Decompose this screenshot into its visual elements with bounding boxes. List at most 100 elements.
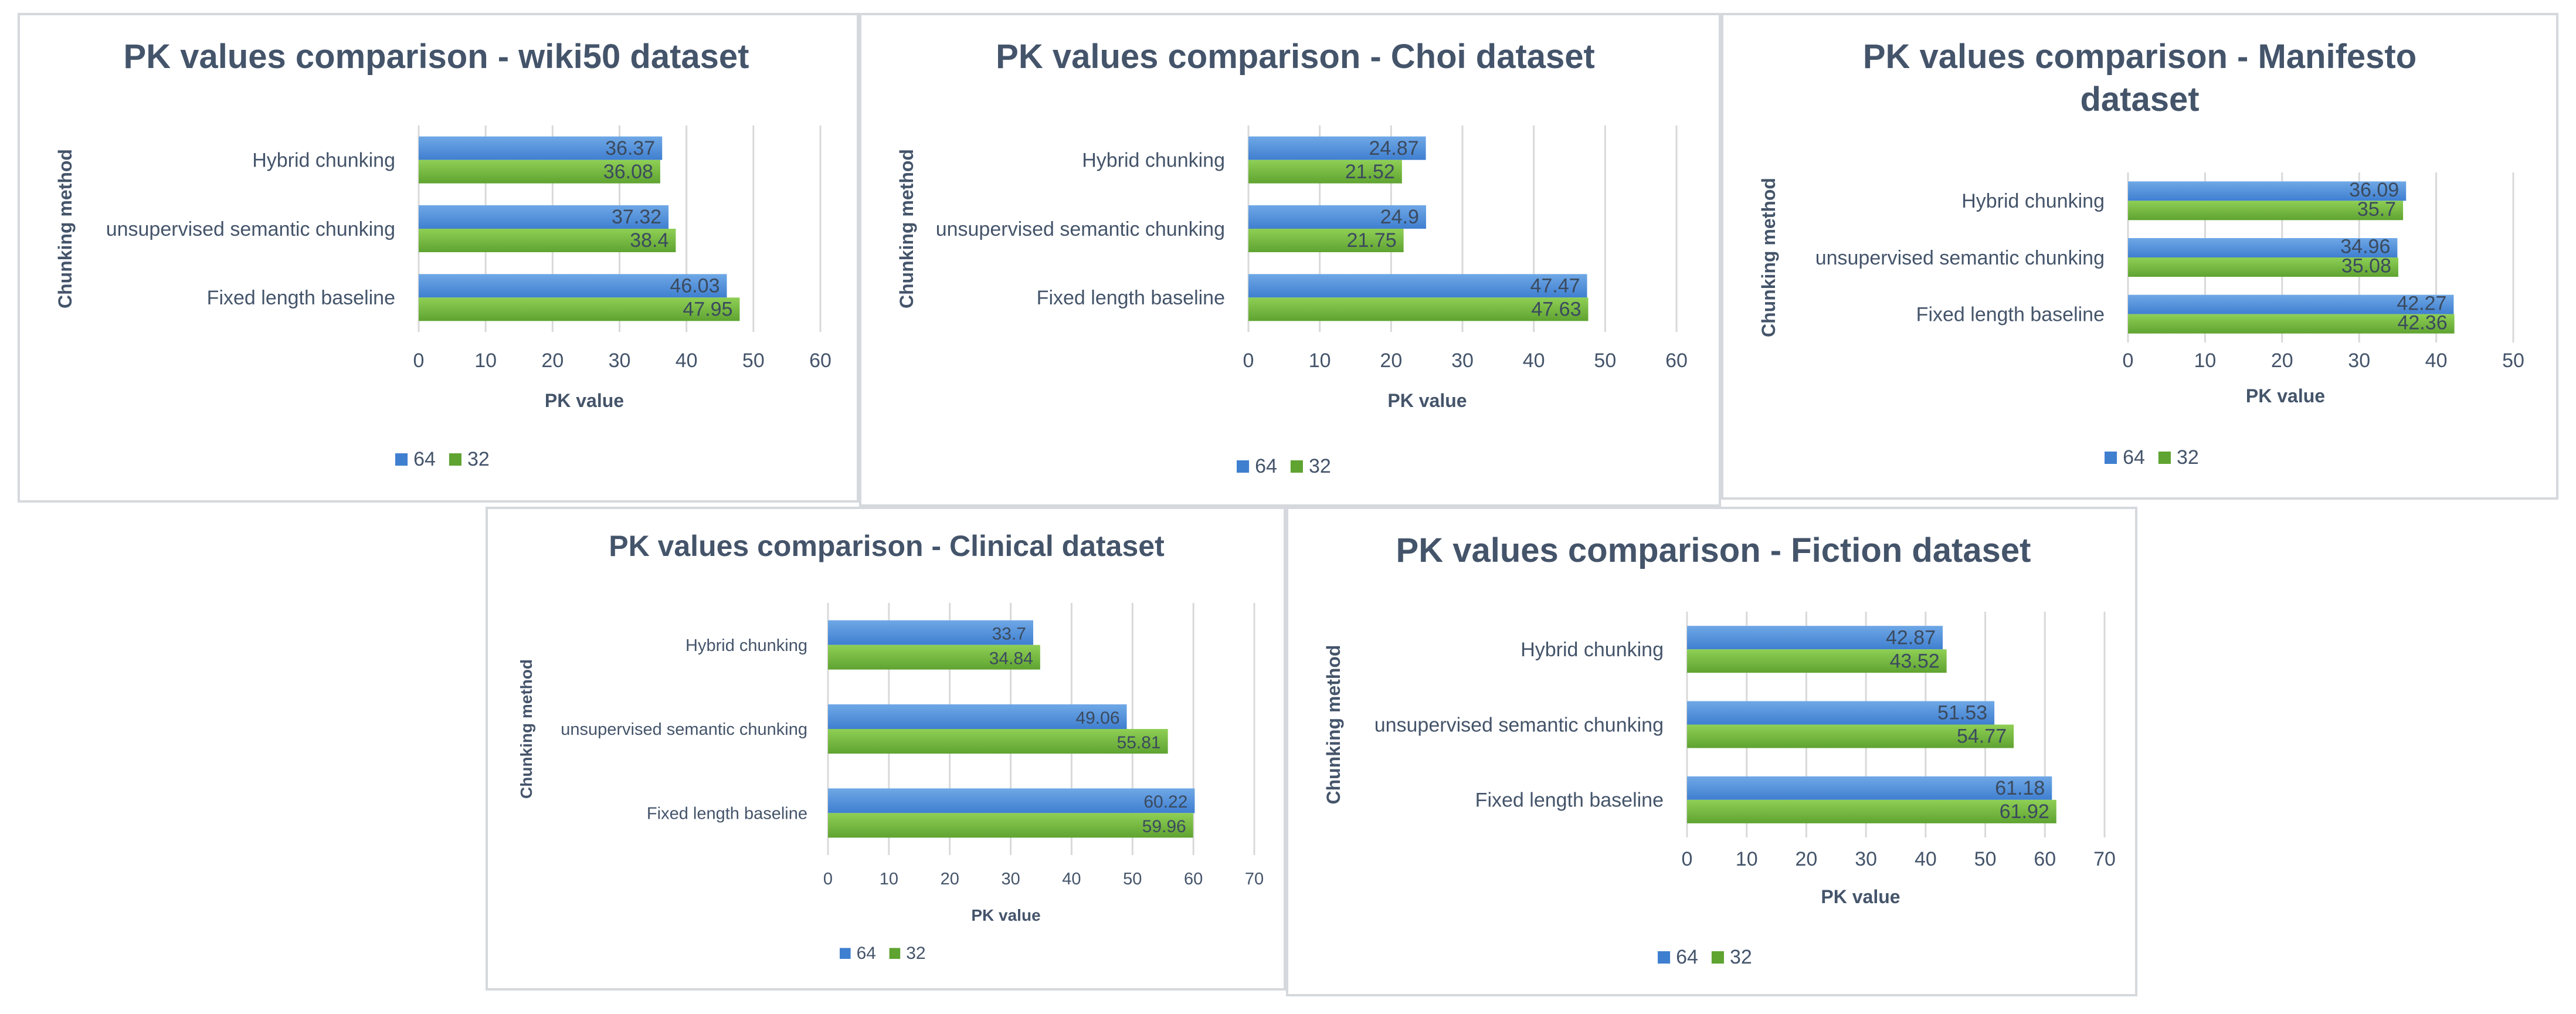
x-tick-label: 10 [2194,350,2216,372]
category-label: Fixed length baseline [1037,287,1225,309]
legend-label: 64 [413,448,436,470]
legend-label: 64 [857,944,876,963]
bar-series-32 [1687,724,2014,748]
bar-series-32 [2128,257,2398,277]
bar-series-32 [828,729,1168,754]
x-tick-label: 30 [2348,350,2370,372]
bar-series-32 [828,813,1193,838]
y-axis-title: Chunking method [1758,178,1779,337]
bar-series-64 [419,136,663,160]
bar-series-64 [828,620,1033,645]
data-label: 36.37 [605,137,655,160]
x-tick-label: 10 [880,870,898,888]
data-label: 35.7 [2357,198,2396,221]
chart-svg-choi: PK values comparison - Choi dataset 0 10 20… [896,38,1688,477]
x-tick-label: 30 [1855,848,1877,870]
x-axis-title: PK value [971,906,1040,924]
data-label: 55.81 [1117,733,1161,752]
x-tick-label: 10 [1309,350,1331,372]
x-tick-label: 40 [676,350,698,372]
y-axis-title: Chunking method [896,149,917,308]
bar-series-32 [2128,314,2455,334]
bar-series-64 [2128,181,2407,201]
x-tick-label: 20 [941,870,959,888]
bar-series-64 [1687,776,2052,800]
category-label: unsupervised semantic chunking [936,218,1225,240]
category-label: Hybrid chunking [685,636,807,655]
category-label: unsupervised semantic chunking [106,218,395,240]
x-tick-label: 0 [1682,848,1693,870]
bar-series-32 [419,160,660,184]
data-label: 33.7 [992,624,1026,643]
chart-title: PK values comparison - Choi dataset [996,38,1595,76]
bar-series-64 [1248,205,1426,229]
chart-title: dataset [2080,80,2199,118]
legend-label: 64 [1255,455,1277,477]
data-label: 47.95 [683,299,732,321]
data-label: 21.52 [1345,161,1395,183]
data-label: 51.53 [1937,702,1987,724]
bar-series-64 [419,274,727,298]
data-label: 38.4 [630,229,668,252]
x-tick-label: 0 [1243,350,1254,372]
x-axis-title: PK value [2246,385,2325,406]
legend-label: 32 [906,944,925,963]
bar-series-32 [419,229,676,252]
x-tick-label: 50 [2502,350,2524,372]
category-label: Fixed length baseline [1475,789,1664,812]
x-tick-label: 0 [2123,350,2134,372]
category-label: unsupervised semantic chunking [1374,714,1664,736]
data-label: 54.77 [1957,725,2007,748]
category-label: Fixed length baseline [207,287,395,309]
x-tick-label: 60 [809,350,831,372]
bar-series-32 [1248,160,1402,184]
bar-series-32 [828,645,1040,670]
chart-svg-manifesto: PK values comparison - Manifesto dataset 0… [1758,38,2524,469]
bar-series-32 [1687,799,2056,823]
legend-label: 32 [1730,946,1752,968]
data-label: 24.9 [1380,206,1419,228]
legend-label: 64 [1676,946,1698,968]
bar-series-64 [2128,294,2454,314]
x-tick-label: 70 [1245,870,1264,888]
x-tick-label: 70 [2093,848,2116,870]
category-label: Hybrid chunking [1961,190,2105,212]
data-label: 42.87 [1886,626,1936,649]
legend-swatch-64 [395,453,408,466]
x-tick-label: 40 [1915,848,1937,870]
x-tick-label: 0 [823,870,833,888]
data-label: 60.22 [1143,792,1187,812]
legend-swatch-32 [889,948,901,959]
legend-swatch-32 [1290,460,1303,473]
data-label: 21.75 [1347,229,1397,252]
bar-series-64 [1687,626,1943,650]
bar-series-32 [1248,229,1404,252]
x-axis-title: PK value [545,390,624,411]
bar-series-32 [2128,201,2404,221]
legend-swatch-64 [1237,460,1250,473]
data-label: 47.47 [1530,275,1580,297]
chart-panel-clinical: PK values comparison - Clinical dataset 0… [486,507,1286,991]
chart-panel-fiction: PK values comparison - Fiction dataset 0 1… [1286,507,2137,996]
legend-label: 32 [2177,446,2199,469]
x-tick-label: 40 [1523,350,1545,372]
data-label: 43.52 [1890,650,1940,672]
category-label: Fixed length baseline [647,804,807,823]
bar-series-32 [1687,649,1947,673]
y-axis-title: Chunking method [517,659,535,799]
data-label: 37.32 [612,206,661,228]
data-label: 47.63 [1531,299,1581,321]
chart-panel-choi: PK values comparison - Choi dataset 0 10 20… [859,13,1721,507]
legend-swatch-64 [840,948,851,959]
x-tick-label: 30 [1451,350,1474,372]
bar-series-64 [1687,701,1995,725]
legend-swatch-32 [449,453,461,466]
category-label: Hybrid chunking [1082,150,1225,172]
legend-swatch-32 [2158,451,2171,464]
bar-series-64 [828,704,1127,729]
x-axis-title: PK value [1387,390,1467,411]
chart-svg-clinical: PK values comparison - Clinical dataset 0… [517,530,1264,963]
category-label: unsupervised semantic chunking [1815,247,2105,269]
category-label: unsupervised semantic chunking [561,720,807,739]
x-tick-label: 40 [2425,350,2448,372]
